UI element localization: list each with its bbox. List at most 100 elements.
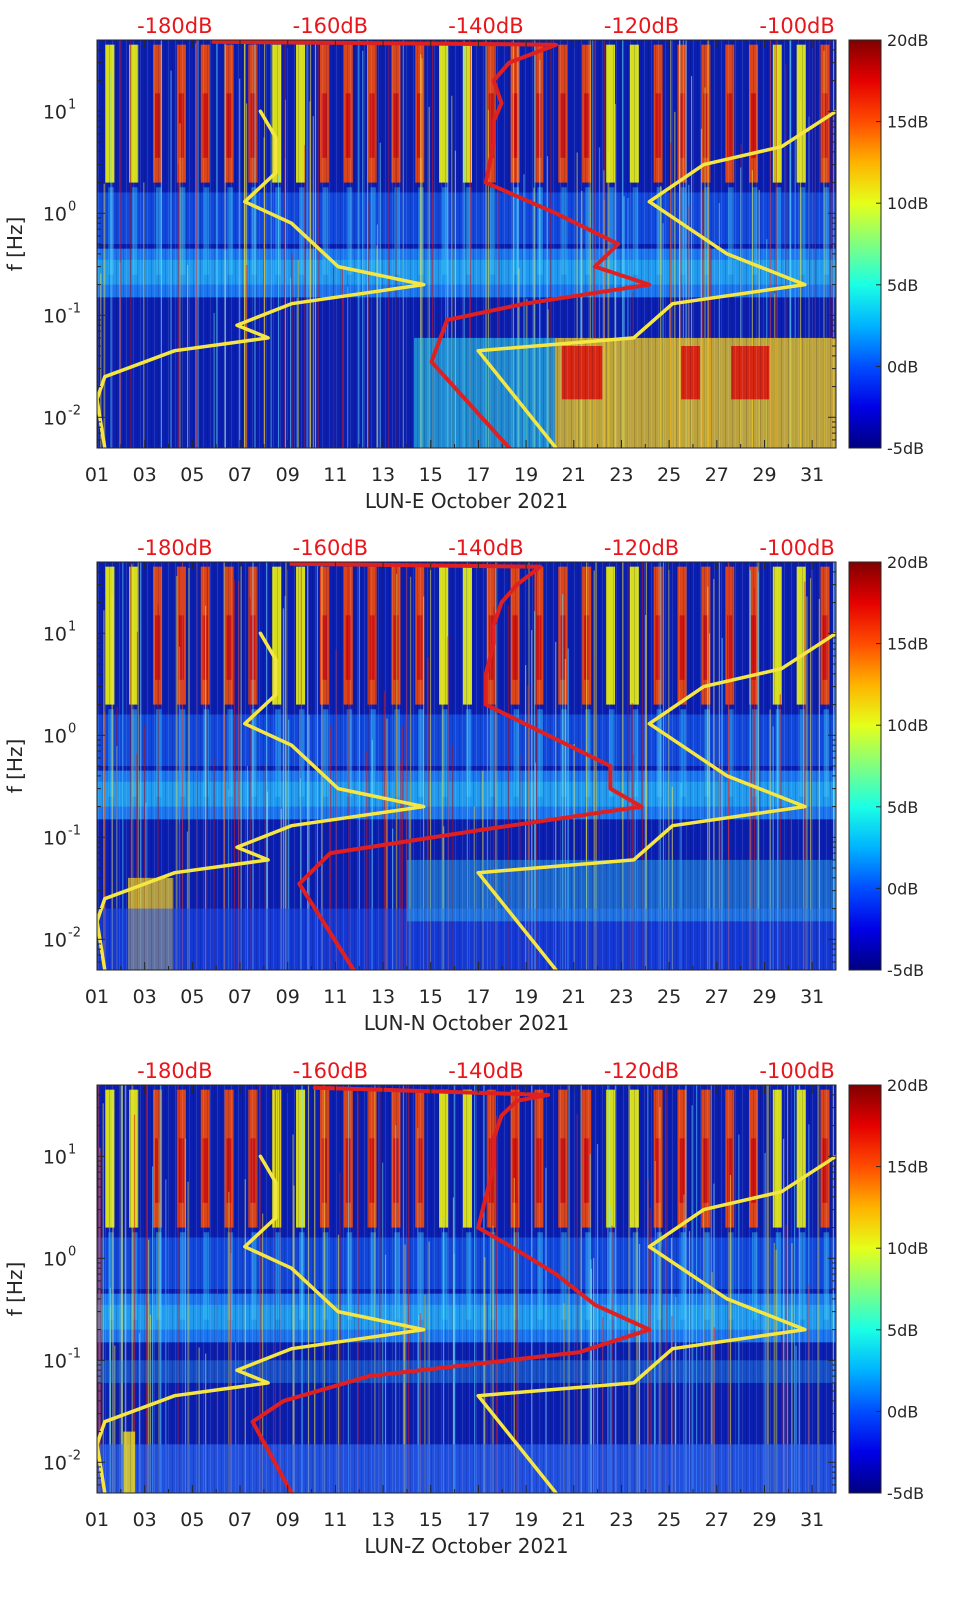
- x-tick-label: 17: [466, 1509, 490, 1531]
- nlnm-curve: [97, 1154, 426, 1493]
- top-db-label: -160dB: [293, 14, 368, 38]
- nhnm-curve: [476, 1154, 836, 1493]
- panel-1: 01 03 05 07 09 11 13 15 17 19 21 23 25 27 29 3110-210-1…: [3, 14, 929, 513]
- top-db-label: -160dB: [293, 536, 368, 560]
- x-tick-label: 09: [276, 1509, 300, 1531]
- curves: [97, 562, 836, 970]
- texture: [97, 562, 836, 970]
- x-tick-label: 27: [705, 464, 729, 486]
- colorbar-label: -5dB: [887, 961, 924, 980]
- colorbar-label: 15dB: [887, 635, 929, 654]
- colorbar-label: -5dB: [887, 1484, 924, 1503]
- x-tick-label: 11: [323, 986, 347, 1008]
- y-tick-exponent: -2: [68, 403, 81, 418]
- y-tick-exponent: 0: [68, 721, 76, 736]
- x-tick-label: 09: [276, 464, 300, 486]
- x-tick-label: 19: [514, 986, 538, 1008]
- texture: [97, 1085, 836, 1493]
- y-tick-label: 10: [43, 101, 67, 123]
- spectrogram: [97, 40, 836, 448]
- spectrogram: [97, 562, 836, 970]
- y-tick-exponent: 0: [68, 1244, 76, 1259]
- axes: 01 03 05 07 09 11 13 15 17 19 21 23 25 27 29 3110-210-1…: [3, 14, 837, 513]
- x-tick-label: 29: [752, 464, 776, 486]
- curves: [97, 1085, 836, 1493]
- x-tick-label: 31: [800, 986, 824, 1008]
- x-tick-label: 09: [276, 986, 300, 1008]
- x-tick-label: 17: [466, 986, 490, 1008]
- x-tick-label: 25: [657, 986, 681, 1008]
- top-db-label: -180dB: [137, 1059, 212, 1083]
- top-db-label: -120dB: [604, 536, 679, 560]
- y-axis-title: f [Hz]: [3, 217, 27, 272]
- y-axis-title: f [Hz]: [3, 739, 27, 794]
- x-tick-label: 01: [85, 464, 109, 486]
- top-db-label: -120dB: [604, 14, 679, 38]
- y-tick-exponent: 1: [68, 97, 76, 112]
- top-db-label: -120dB: [604, 1059, 679, 1083]
- top-db-label: -140dB: [448, 1059, 523, 1083]
- top-db-label: -100dB: [759, 536, 834, 560]
- y-tick-label: 10: [43, 1248, 67, 1270]
- x-tick-label: 27: [705, 1509, 729, 1531]
- x-tick-label: 13: [371, 986, 395, 1008]
- y-tick-exponent: 1: [68, 1142, 76, 1157]
- x-tick-label: 19: [514, 1509, 538, 1531]
- top-db-label: -140dB: [448, 536, 523, 560]
- y-tick-label: 10: [43, 407, 67, 429]
- y-tick-label: 10: [43, 305, 67, 327]
- x-tick-label: 15: [419, 1509, 443, 1531]
- y-tick-label: 10: [43, 203, 67, 225]
- x-tick-label: 05: [180, 986, 204, 1008]
- x-tick-label: 07: [228, 1509, 252, 1531]
- x-tick-label: 05: [180, 464, 204, 486]
- x-axis-title: LUN-E October 2021: [365, 489, 568, 513]
- spectrogram: [97, 1085, 836, 1493]
- top-db-label: -100dB: [759, 1059, 834, 1083]
- x-tick-label: 01: [85, 986, 109, 1008]
- top-db-label: -180dB: [137, 536, 212, 560]
- colorbar-label: 5dB: [887, 1321, 918, 1340]
- y-tick-exponent: -1: [68, 301, 81, 316]
- nlnm-curve: [97, 109, 426, 448]
- top-db-label: -140dB: [448, 14, 523, 38]
- curves: [97, 40, 836, 448]
- nlnm-curve: [97, 631, 426, 970]
- x-tick-label: 23: [609, 464, 633, 486]
- x-tick-label: 13: [371, 464, 395, 486]
- y-tick-exponent: -1: [68, 1346, 81, 1361]
- colorbar-label: 10dB: [887, 716, 929, 735]
- x-tick-label: 07: [228, 986, 252, 1008]
- axes: 01 03 05 07 09 11 13 15 17 19 21 23 25 27 29 3110-210-1…: [3, 536, 837, 1035]
- y-tick-label: 10: [43, 1350, 67, 1372]
- x-tick-label: 29: [752, 986, 776, 1008]
- x-tick-label: 15: [419, 464, 443, 486]
- y-tick-exponent: 0: [68, 199, 76, 214]
- y-tick-exponent: 1: [68, 619, 76, 634]
- y-tick-label: 10: [43, 725, 67, 747]
- x-tick-label: 01: [85, 1509, 109, 1531]
- colorbar-gradient: [848, 39, 882, 449]
- panel-2: 01 03 05 07 09 11 13 15 17 19 21 23 25 27 29 3110-210-1…: [3, 536, 929, 1035]
- y-tick-label: 10: [43, 623, 67, 645]
- x-tick-label: 03: [133, 1509, 157, 1531]
- texture: [97, 40, 836, 448]
- colorbar: 20dB 15dB 10dB 5dB 0dB -5dB: [848, 31, 929, 458]
- colorbar-gradient: [848, 1084, 882, 1494]
- x-tick-label: 11: [323, 1509, 347, 1531]
- colorbar-gradient: [848, 561, 882, 971]
- x-tick-label: 29: [752, 1509, 776, 1531]
- top-db-label: -160dB: [293, 1059, 368, 1083]
- x-axis-title: LUN-N October 2021: [364, 1011, 570, 1035]
- x-tick-label: 21: [562, 1509, 586, 1531]
- top-db-label: -100dB: [759, 14, 834, 38]
- x-tick-label: 31: [800, 1509, 824, 1531]
- x-tick-label: 19: [514, 464, 538, 486]
- x-tick-label: 23: [609, 986, 633, 1008]
- panel-3: 01 03 05 07 09 11 13 15 17 19 21 23 25 27 29 3110-210-1…: [3, 1059, 929, 1558]
- y-tick-exponent: -1: [68, 823, 81, 838]
- y-tick-label: 10: [43, 929, 67, 951]
- x-tick-label: 03: [133, 986, 157, 1008]
- colorbar-label: 20dB: [887, 553, 929, 572]
